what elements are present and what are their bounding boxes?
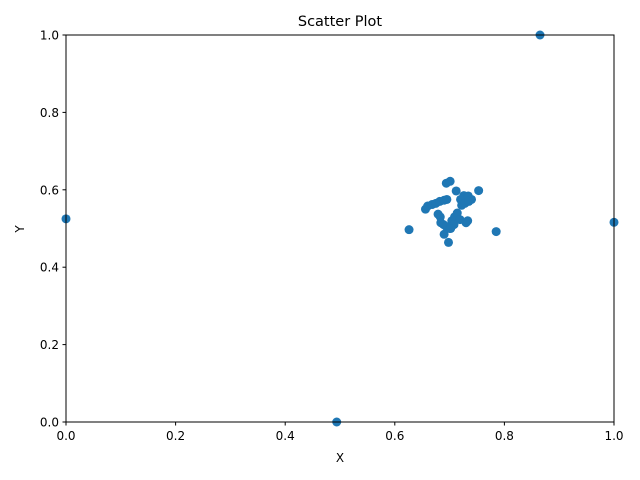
scatter-point — [491, 227, 501, 237]
y-tick-label: 0.4 — [40, 261, 59, 275]
scatter-point — [439, 229, 449, 239]
scatter-point — [444, 237, 454, 247]
scatter-point — [451, 186, 461, 196]
x-tick-label: 0.6 — [385, 429, 404, 443]
scatter-point — [445, 176, 455, 186]
y-tick-label: 0.6 — [40, 183, 59, 197]
scatter-point — [464, 196, 474, 206]
y-axis-label: Y — [13, 225, 27, 234]
plot-frame — [65, 34, 615, 423]
y-tick-label: 0.0 — [40, 416, 59, 430]
scatter-point — [442, 194, 452, 204]
scatter-point — [474, 186, 484, 196]
scatter-point — [446, 224, 456, 233]
x-tick-label: 1.0 — [604, 429, 623, 443]
y-tick-label: 0.2 — [40, 338, 59, 352]
y-tick-label: 1.0 — [40, 29, 59, 43]
chart-title: Scatter Plot — [298, 14, 383, 30]
y-tick-label: 0.8 — [40, 106, 59, 120]
x-axis: 0.0 0.2 0.4 0.6 0.8 1.0 — [56, 422, 624, 443]
x-tick-label: 0.2 — [166, 429, 185, 443]
y-axis: 0.0 0.2 0.4 0.6 0.8 1.0 — [40, 29, 66, 430]
x-axis-label: X — [336, 451, 344, 465]
x-tick-label: 0.0 — [56, 429, 75, 443]
x-tick-label: 0.8 — [495, 429, 514, 443]
scatter-point — [463, 216, 473, 226]
x-tick-label: 0.4 — [276, 429, 295, 443]
scatter-point — [404, 225, 414, 235]
